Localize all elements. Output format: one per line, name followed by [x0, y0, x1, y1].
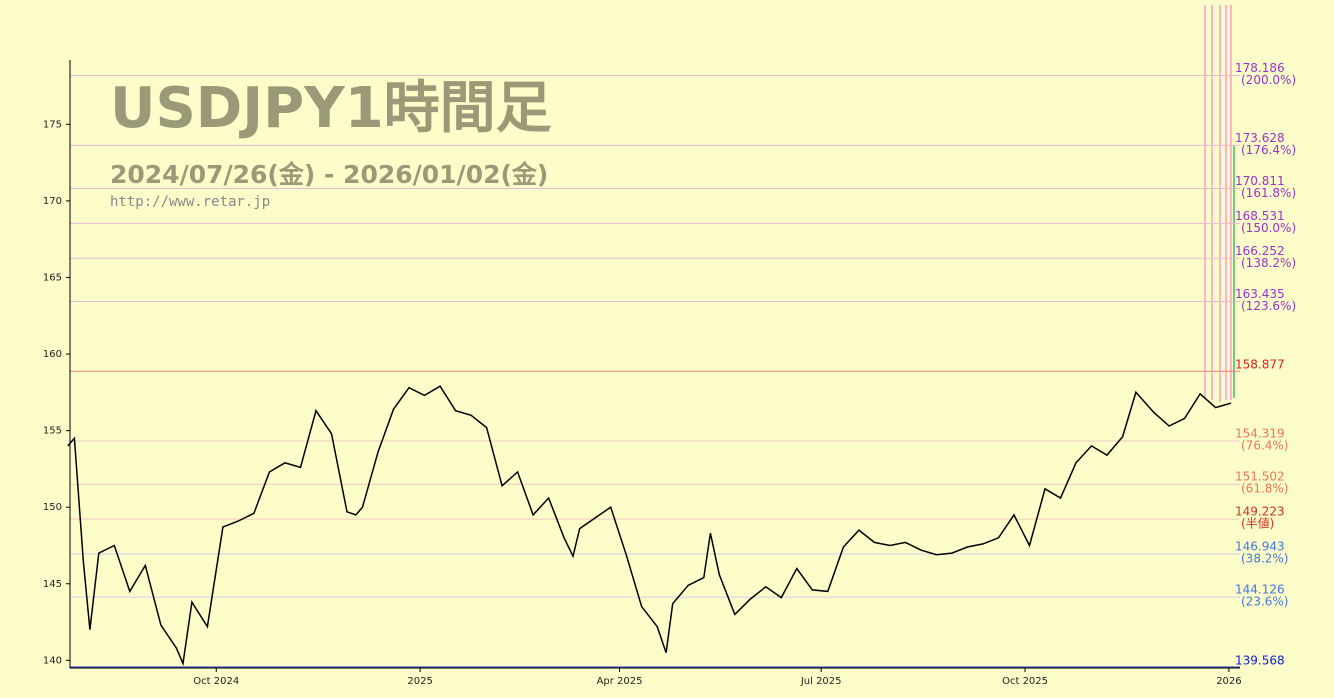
x-tick-label: Jul 2025: [800, 676, 842, 687]
y-tick-label: 150: [43, 502, 62, 513]
level-value: 146.943: [1235, 540, 1285, 554]
y-tick-label: 170: [43, 196, 62, 207]
level-value: 173.628: [1235, 131, 1285, 145]
level-value: 163.435: [1235, 287, 1285, 301]
level-value: 166.252: [1235, 244, 1285, 258]
y-tick-label: 175: [43, 119, 62, 130]
level-value: 151.502: [1235, 470, 1285, 484]
y-tick-label: 160: [43, 349, 62, 360]
chart-title: USDJPY1時間足: [110, 76, 552, 141]
price-line: [67, 385, 1232, 667]
x-tick-label: Oct 2025: [1002, 676, 1048, 687]
level-value: 170.811: [1235, 174, 1285, 188]
y-tick-label: 140: [43, 655, 62, 666]
level-value: 158.877: [1235, 358, 1285, 372]
level-note: (138.2%): [1241, 256, 1296, 270]
level-value: 178.186: [1235, 61, 1285, 75]
y-tick-label: 165: [43, 272, 62, 283]
level-value: 154.319: [1235, 427, 1285, 441]
level-note: (123.6%): [1241, 299, 1296, 313]
chart-subtitle: 2024/07/26(金) - 2026/01/02(金): [110, 160, 548, 189]
level-note: (161.8%): [1241, 186, 1296, 200]
level-note: (150.0%): [1241, 221, 1296, 235]
level-note: (38.2%): [1241, 552, 1288, 566]
level-note: (76.4%): [1241, 439, 1288, 453]
level-value: 168.531: [1235, 209, 1285, 223]
source: http://www.retar.jp: [110, 194, 270, 210]
x-tick-label: Oct 2024: [193, 676, 239, 687]
x-tick-label: 2026: [1216, 676, 1241, 687]
level-note: (半値): [1241, 516, 1274, 531]
level-value: 144.126: [1235, 583, 1285, 597]
level-value: 139.568: [1235, 653, 1285, 667]
y-tick-label: 145: [43, 579, 62, 590]
level-note: (200.0%): [1241, 73, 1296, 87]
annotation-lines: [1204, 5, 1232, 402]
level-note: (176.4%): [1241, 143, 1296, 157]
level-note: (61.8%): [1241, 482, 1288, 496]
level-value: 149.223: [1235, 505, 1285, 519]
x-tick-label: 2025: [407, 676, 432, 687]
y-tick-label: 155: [43, 426, 62, 437]
x-tick-label: Apr 2025: [597, 676, 643, 687]
level-note: (23.6%): [1241, 595, 1288, 609]
